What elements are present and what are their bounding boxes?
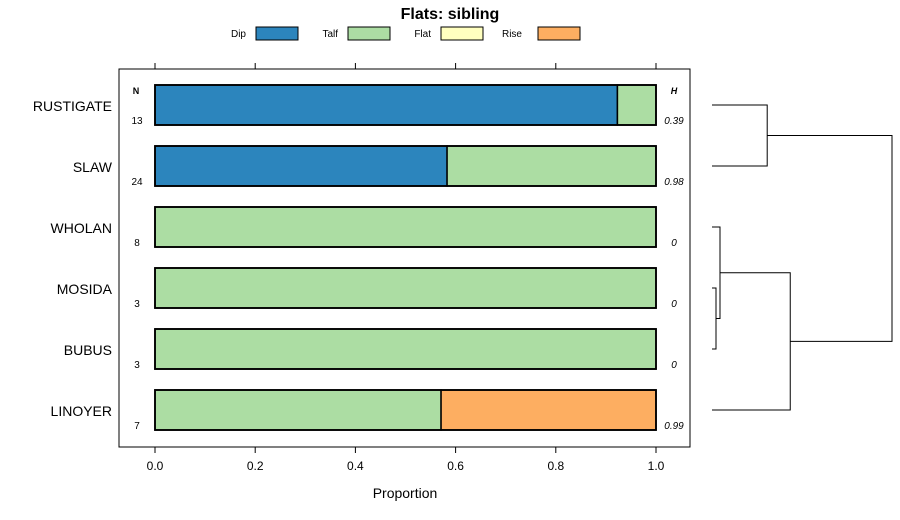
bar-outline — [154, 84, 657, 126]
h-value: 0.39 — [664, 116, 684, 127]
row-label: BUBUS — [64, 342, 112, 358]
chart-title: Flats: sibling — [401, 6, 500, 23]
row-label: LINOYER — [51, 403, 112, 419]
x-tick-label: 0.8 — [547, 459, 564, 473]
h-value: 0.98 — [664, 177, 684, 188]
n-value: 13 — [131, 116, 143, 127]
dendrogram-branch — [712, 104, 768, 167]
bar-outline — [154, 389, 657, 431]
dendrogram-branch — [712, 287, 717, 350]
annotations: N H 13 0.39 24 0.98 8 0 3 0 3 0 7 0.99 — [131, 86, 684, 432]
bars — [154, 84, 657, 431]
legend: Dip Talf Flat Rise — [231, 26, 581, 41]
x-axis-label: Proportion — [373, 485, 438, 501]
row-label: RUSTIGATE — [33, 98, 112, 114]
n-value: 8 — [134, 238, 140, 249]
row-label: WHOLAN — [51, 220, 112, 236]
legend-label-rise: Rise — [502, 29, 522, 40]
dendrogram-branch — [767, 135, 893, 342]
dendrogram — [712, 104, 893, 411]
n-value: 24 — [131, 177, 143, 188]
legend-swatch-flat — [440, 26, 484, 41]
legend-label-flat: Flat — [414, 29, 431, 40]
bar-outline — [154, 267, 657, 309]
row-labels: RUSTIGATE SLAW WHOLAN MOSIDA BUBUS LINOYER — [33, 98, 113, 419]
row-label: MOSIDA — [57, 281, 113, 297]
dendrogram-branch — [712, 272, 791, 411]
legend-label-talf: Talf — [322, 29, 338, 40]
x-tick-label: 1.0 — [648, 459, 665, 473]
h-value: 0 — [671, 299, 677, 310]
legend-swatch-rise — [537, 26, 581, 41]
n-value: 3 — [134, 360, 140, 371]
bar-talf — [154, 206, 657, 248]
x-tick-label: 0.4 — [347, 459, 364, 473]
bar-outline — [154, 145, 657, 187]
x-tick-label: 0.2 — [247, 459, 264, 473]
h-value: 0.99 — [664, 421, 684, 432]
x-axis: 0.0 0.2 0.4 0.6 0.8 1.0 — [147, 447, 665, 473]
bar-talf — [154, 328, 657, 370]
x-tick-label: 0.6 — [447, 459, 464, 473]
bar-talf — [154, 267, 657, 309]
bar-outline — [154, 206, 657, 248]
bar-dip — [154, 145, 448, 187]
row-label: SLAW — [73, 159, 113, 175]
h-value: 0 — [671, 238, 677, 249]
x-tick-label: 0.0 — [147, 459, 164, 473]
top-axis-ticks — [154, 63, 657, 69]
n-value: 3 — [134, 299, 140, 310]
bar-talf — [616, 84, 657, 126]
bar-talf — [154, 389, 442, 431]
n-value: 7 — [134, 421, 140, 432]
bar-outline — [154, 328, 657, 370]
plot-frame — [118, 68, 691, 448]
legend-swatch-dip — [255, 26, 299, 41]
h-header: H — [671, 86, 678, 96]
h-value: 0 — [671, 360, 677, 371]
bar-rise — [440, 389, 657, 431]
legend-swatch-talf — [347, 26, 391, 41]
bar-talf — [446, 145, 657, 187]
n-header: N — [133, 86, 140, 96]
legend-label-dip: Dip — [231, 29, 246, 40]
bar-dip — [154, 84, 619, 126]
